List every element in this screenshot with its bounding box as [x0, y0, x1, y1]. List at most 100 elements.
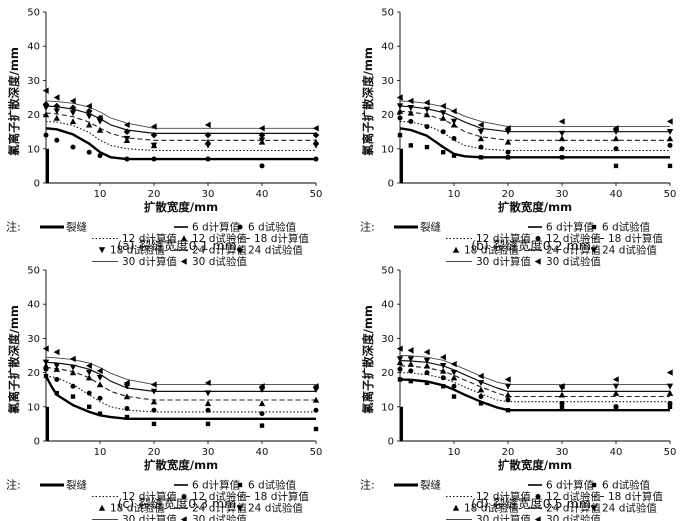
exp-point-30d	[666, 369, 673, 376]
exp-point-6d	[313, 156, 319, 162]
legend-label-exp-6d: 6 d试验值	[602, 221, 651, 234]
exp-point-6d	[70, 394, 76, 399]
y-tick-label: 20	[27, 110, 40, 121]
exp-point-12d	[451, 383, 457, 389]
x-tick-label: 40	[610, 447, 623, 458]
y-tick-label: 40	[27, 300, 40, 311]
legend-label-exp-12d: 12 d试验值	[546, 232, 601, 245]
calc-curve-12d	[45, 375, 316, 413]
exp-point-6d	[424, 380, 430, 386]
legend-label-exp-30d: 30 d试验值	[546, 255, 601, 268]
exp-point-6d	[313, 426, 319, 432]
exp-point-12d	[408, 118, 414, 124]
exp-point-6d	[54, 137, 60, 143]
exp-point-6d	[124, 156, 130, 162]
y-tick-label: 40	[381, 300, 394, 311]
exp-point-6d	[441, 384, 446, 389]
exp-point-12d	[478, 144, 484, 150]
exp-point-30d	[477, 121, 484, 129]
exp-point-18d	[612, 389, 620, 396]
y-tick-label: 50	[27, 266, 40, 277]
exp-point-12d	[53, 114, 60, 121]
panel-caption: (d) 裂缝宽度0.5 mm	[471, 496, 591, 511]
exp-point-12d	[397, 115, 403, 121]
exp-point-24d	[96, 375, 104, 381]
calc-curve-30d	[399, 355, 670, 386]
exp-point-30d	[558, 118, 565, 125]
exp-point-30d	[86, 362, 92, 369]
exp-point-24d	[477, 380, 485, 387]
y-tick-label: 30	[27, 334, 40, 345]
exp-point-12d	[259, 411, 265, 417]
exp-point-24d	[612, 383, 620, 390]
legend-label-exp-24d: 24 d试验值	[602, 244, 657, 257]
legend-label-exp-30d: 30 d试验值	[192, 255, 247, 268]
x-tick-label: 10	[448, 447, 461, 458]
exp-point-18d	[396, 107, 404, 114]
calc-curve-18d	[399, 110, 670, 141]
x-tick-label: 20	[148, 189, 161, 200]
exp-point-6d	[397, 132, 403, 138]
legend-label-calc-24d: 24 d计算值	[192, 502, 247, 515]
exp-point-30d	[423, 99, 430, 106]
legend-label-exp-30d: 30 d试验值	[546, 513, 601, 521]
exp-point-30d	[396, 94, 403, 101]
legend-label-exp-18d: 18 d试验值	[464, 244, 519, 257]
legend-label-exp-18d: 18 d试验值	[464, 502, 519, 515]
exp-point-12d	[478, 394, 484, 400]
exp-point-24d	[423, 357, 431, 364]
exp-point-24d	[423, 106, 431, 113]
x-tick-label: 40	[256, 189, 269, 200]
calc-curve-24d	[45, 361, 316, 392]
exp-point-12d	[440, 129, 446, 135]
calc-curve-12d	[399, 120, 670, 152]
exp-point-12d	[70, 383, 76, 389]
exp-point-18d	[423, 362, 431, 369]
exp-point-12d	[397, 366, 403, 372]
exp-point-24d	[150, 388, 158, 395]
legend-label-exp-6d: 6 d试验值	[602, 479, 651, 492]
y-tick-label: 10	[381, 402, 394, 413]
exp-point-18d	[96, 381, 104, 388]
exp-point-30d	[258, 383, 265, 390]
y-tick-label: 40	[27, 42, 40, 53]
exp-point-18d	[312, 142, 320, 149]
exp-point-6d	[505, 155, 511, 160]
legend-swatch-exp-30d	[180, 516, 187, 521]
exp-point-30d	[312, 383, 319, 390]
exp-point-30d	[407, 347, 414, 354]
exp-point-30d	[86, 102, 92, 110]
exp-point-6d	[559, 404, 565, 409]
panel-caption: (c) 裂缝宽度0.3 mm	[118, 496, 237, 511]
x-tick-label: 20	[502, 189, 515, 200]
exp-point-18d	[69, 369, 77, 376]
legend-swatch-exp-24d	[236, 505, 244, 512]
legend-label-exp-30d: 30 d试验值	[192, 513, 247, 521]
exp-point-18d	[423, 111, 431, 118]
exp-point-18d	[666, 389, 674, 396]
legend-swatch-exp-12d	[535, 494, 541, 499]
legend-label-exp-12d: 12 d试验值	[546, 490, 601, 503]
legend-label-calc-30d: 30 d计算值	[122, 513, 177, 521]
exp-point-18d	[123, 135, 131, 142]
exp-point-6d	[451, 394, 457, 399]
exp-point-24d	[204, 390, 212, 397]
y-tick-label: 0	[388, 179, 394, 190]
legend-crack-label: 裂缝	[66, 479, 87, 492]
legend-swatch-exp-30d	[534, 258, 541, 265]
exp-point-6d	[205, 156, 211, 162]
exp-point-24d	[53, 363, 60, 369]
legend-swatch-exp-6d	[237, 224, 243, 230]
x-axis-title: 扩散宽度/mm	[498, 458, 572, 472]
exp-point-24d	[396, 103, 404, 110]
exp-point-30d	[123, 121, 130, 129]
chart-panel-a: 0 10 20 30 40 50 10 20 30 40 50 扩散宽度/mm 氯离子扩散深度/mm 注:…	[6, 8, 322, 269]
legend-label-calc-6d: 6 d计算值	[192, 221, 241, 234]
exp-point-18d	[86, 113, 93, 120]
exp-point-24d	[258, 131, 266, 139]
exp-point-24d	[42, 101, 50, 108]
exp-point-18d	[558, 391, 566, 398]
exp-point-18d	[407, 360, 414, 367]
legend-swatch-exp-12d	[181, 494, 187, 499]
exp-point-30d	[96, 114, 103, 122]
